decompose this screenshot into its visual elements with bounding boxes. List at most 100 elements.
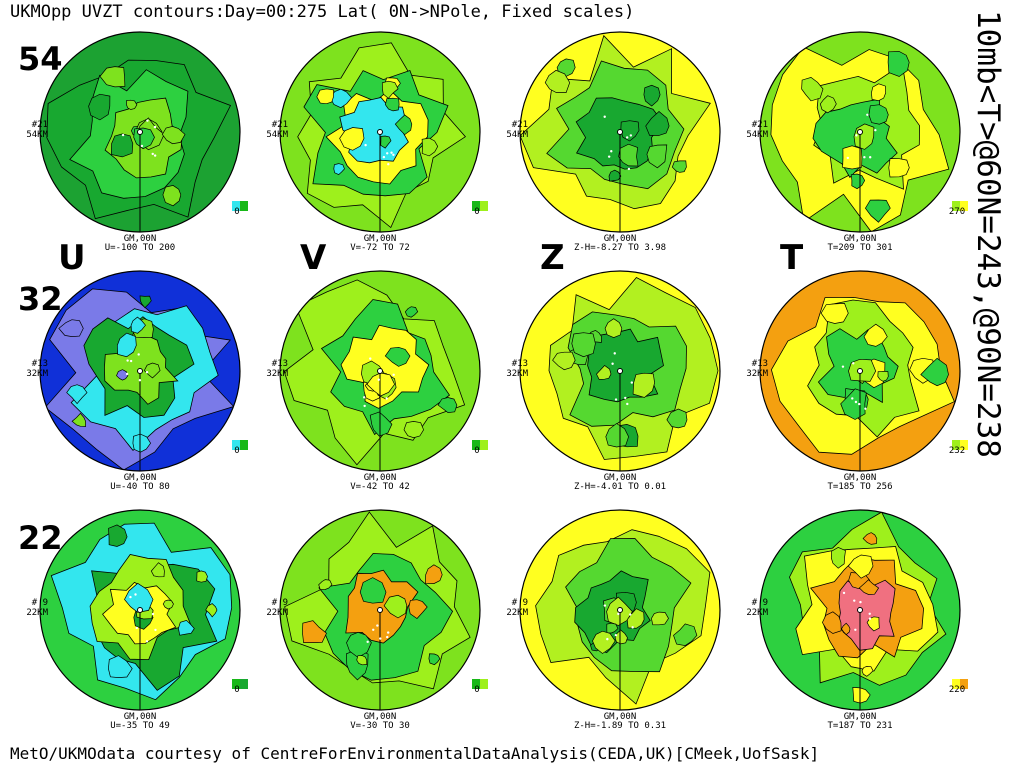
level-number: #13 [271, 359, 288, 369]
range-label: Z-H=-1.89 TO 0.31 [573, 721, 667, 731]
contour-patch [116, 332, 137, 358]
range-label: T=209 TO 301 [827, 243, 893, 253]
contour-patch [608, 169, 622, 182]
contour-patch [822, 611, 842, 634]
level-number: #21 [751, 120, 768, 130]
contour-patch [99, 66, 126, 88]
contour-patch [196, 570, 208, 583]
station-dot [852, 362, 855, 365]
contour-patch [369, 411, 393, 437]
contour-patch [604, 318, 623, 338]
station-dot [863, 156, 866, 159]
contour-patch [645, 111, 670, 136]
station-dot [625, 136, 629, 139]
north-pole-marker [857, 129, 863, 135]
contour-patch [571, 332, 596, 358]
contour-patch [66, 384, 88, 405]
contour-patch [339, 127, 365, 151]
contour-patch [544, 69, 571, 93]
contour-patch [108, 524, 128, 547]
station-dot [842, 591, 846, 595]
level-number: #21 [271, 120, 288, 130]
level-height: 22KM [506, 608, 528, 618]
station-dot [386, 635, 389, 639]
station-dot [386, 631, 390, 634]
station-dot [614, 398, 618, 401]
key-swatch [960, 679, 968, 689]
contour-region [103, 329, 179, 405]
north-pole-marker [137, 129, 143, 135]
contour-patch [404, 306, 419, 318]
contour-patch [841, 622, 851, 636]
level-label: # 9 22KM [740, 598, 768, 618]
station-dot [629, 613, 632, 616]
level-height: 22KM [266, 608, 288, 618]
station-dot [137, 353, 140, 356]
contour-key-value: 220 [948, 685, 966, 695]
station-dot [631, 626, 634, 629]
station-dot [868, 612, 871, 615]
contour-key [472, 674, 488, 693]
contour-patch [178, 620, 195, 636]
contour-patch [861, 666, 874, 677]
level-label: #21 54KM [20, 120, 48, 140]
station-dot [854, 400, 858, 404]
station-dot [140, 144, 144, 148]
contour-patch [126, 99, 138, 110]
panel-u-54km: #21 54KM GM,00N U=-100 TO 200 0 [20, 20, 260, 256]
contour-patch [673, 623, 698, 646]
level-number: #21 [31, 120, 48, 130]
polar-map [39, 509, 241, 711]
level-number: #13 [751, 359, 768, 369]
contour-patch [666, 408, 688, 429]
contour-region [340, 324, 430, 409]
contour-patch [394, 114, 413, 136]
station-dot [363, 396, 366, 399]
panel-v-54km: #21 54KM GM,00N V=-72 TO 72 0 [260, 20, 500, 256]
level-label: #13 32KM [20, 359, 48, 379]
contour-patch [428, 653, 441, 666]
station-dot [376, 624, 379, 627]
polar-map [759, 509, 961, 711]
contour-patch [887, 51, 910, 77]
contour-patch [116, 369, 129, 381]
station-dot [377, 378, 381, 381]
station-dot [858, 402, 861, 406]
station-dot [611, 362, 614, 365]
station-dot [379, 637, 382, 640]
station-dot [610, 150, 613, 153]
chart-title: UKMOpp UVZT contours:Day=00:275 Lat( 0N-… [10, 2, 635, 22]
contour-key-value: 270 [948, 207, 966, 217]
range-label: U=-100 TO 200 [104, 243, 176, 253]
variable-label-t: T [780, 238, 804, 278]
station-dot [854, 628, 857, 632]
contour-key [232, 196, 248, 215]
station-dot [859, 600, 862, 604]
contour-patch [877, 370, 889, 382]
polar-map [39, 270, 241, 472]
level-label: #21 54KM [500, 120, 528, 140]
key-swatch [232, 440, 240, 450]
station-dot [134, 593, 137, 596]
contour-patch [359, 577, 387, 604]
panel-v-32km: #13 32KM GM,00N V=-42 TO 42 0 [260, 259, 500, 495]
level-height: 54KM [26, 130, 48, 140]
station-dot [392, 153, 395, 156]
altitude-label-54: 54 [18, 40, 63, 78]
meridian-label: GM,00N [363, 712, 397, 722]
station-dot [382, 155, 386, 159]
range-label: Z-H=-4.01 TO 0.01 [573, 482, 667, 492]
station-dot [364, 143, 367, 147]
contour-patch [143, 362, 161, 379]
contour-patch [316, 88, 334, 105]
level-number: # 9 [751, 598, 768, 608]
key-swatch [960, 440, 968, 450]
range-label: Z-H=-8.27 TO 3.98 [573, 243, 667, 253]
contour-patch [819, 95, 837, 114]
contour-patch [556, 58, 576, 77]
meridian-label: GM,00N [363, 234, 397, 244]
polar-map [519, 31, 721, 233]
contour-patch [346, 631, 372, 658]
meridian-label: GM,00N [843, 712, 877, 722]
contour-key [472, 196, 488, 215]
